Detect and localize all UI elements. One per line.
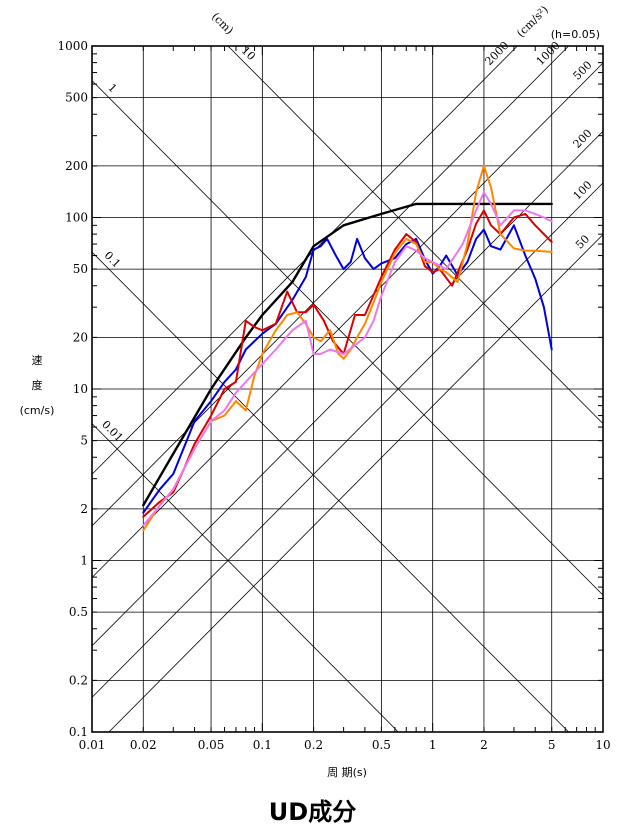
x-tick-label: 0.1 [253,738,272,752]
displacement-line-label: 1 [105,81,119,95]
damping-label: (h=0.05) [551,28,600,41]
acceleration-line [91,45,569,527]
x-tick-label: 0.01 [79,738,106,752]
y-tick-label: 200 [65,159,88,173]
acceleration-line-label: 1000 [534,39,563,68]
tick-labels: 0.01 0.02 0.05 0.1 0.2 0.5 1 2 5 100.10.20.512510… [57,39,610,752]
acceleration-line-label: 500 [571,59,595,83]
y-axis-label-unit: (cm/s) [20,404,55,417]
displacement-line [227,45,604,424]
x-tick-label: 0.5 [372,738,391,752]
axis-labels: 周 期(s) 速 度 (cm/s) (h=0.05) (cm) (cm/s²) [20,3,600,779]
series-line-2 [142,224,553,514]
component-caption: UD成分 [268,798,357,826]
displacement-unit-label: (cm) [209,10,236,37]
acceleration-unit-label: (cm/s²) [514,3,551,40]
x-tick-label: 0.2 [304,738,323,752]
y-tick-label: 10 [73,382,88,396]
displacement-line [91,423,399,733]
x-axis-label: 周 期(s) [327,766,367,779]
acceleration-line-label: 2000 [482,39,511,68]
acceleration-line [91,130,604,647]
x-tick-label: 1 [429,738,437,752]
acceleration-line-label: 100 [571,178,595,202]
acceleration-line [91,182,604,698]
series-line-4 [142,164,553,532]
acceleration-line [108,234,604,733]
y-tick-label: 20 [73,330,88,344]
y-tick-label: 50 [73,262,88,276]
series-line-5 [142,191,553,527]
y-tick-label: 500 [65,91,88,105]
displacement-line [91,251,569,733]
y-tick-label: 5 [80,434,88,448]
x-tick-label: 5 [548,738,556,752]
plot-frame [91,45,604,733]
displacement-line-label: 0.1 [102,249,124,271]
y-tick-label: 0.1 [69,725,88,739]
y-tick-label: 1 [80,554,88,568]
y-tick-label: 1000 [57,39,88,53]
spectrum-series [142,164,553,532]
acceleration-line [91,62,604,578]
x-tick-label: 0.05 [198,738,225,752]
x-tick-label: 10 [595,738,610,752]
series-line-1 [142,202,553,507]
x-tick-label: 2 [480,738,488,752]
x-tick-label: 0.02 [130,738,157,752]
series-line-3 [142,209,553,518]
y-tick-label: 0.5 [69,605,88,619]
y-axis-label-char-2: 度 [32,378,43,392]
y-tick-label: 0.2 [69,673,88,687]
y-tick-label: 100 [65,211,88,225]
y-tick-label: 2 [80,502,88,516]
y-axis-label-char-1: 速 [32,354,43,367]
acceleration-line-label: 200 [571,127,595,151]
